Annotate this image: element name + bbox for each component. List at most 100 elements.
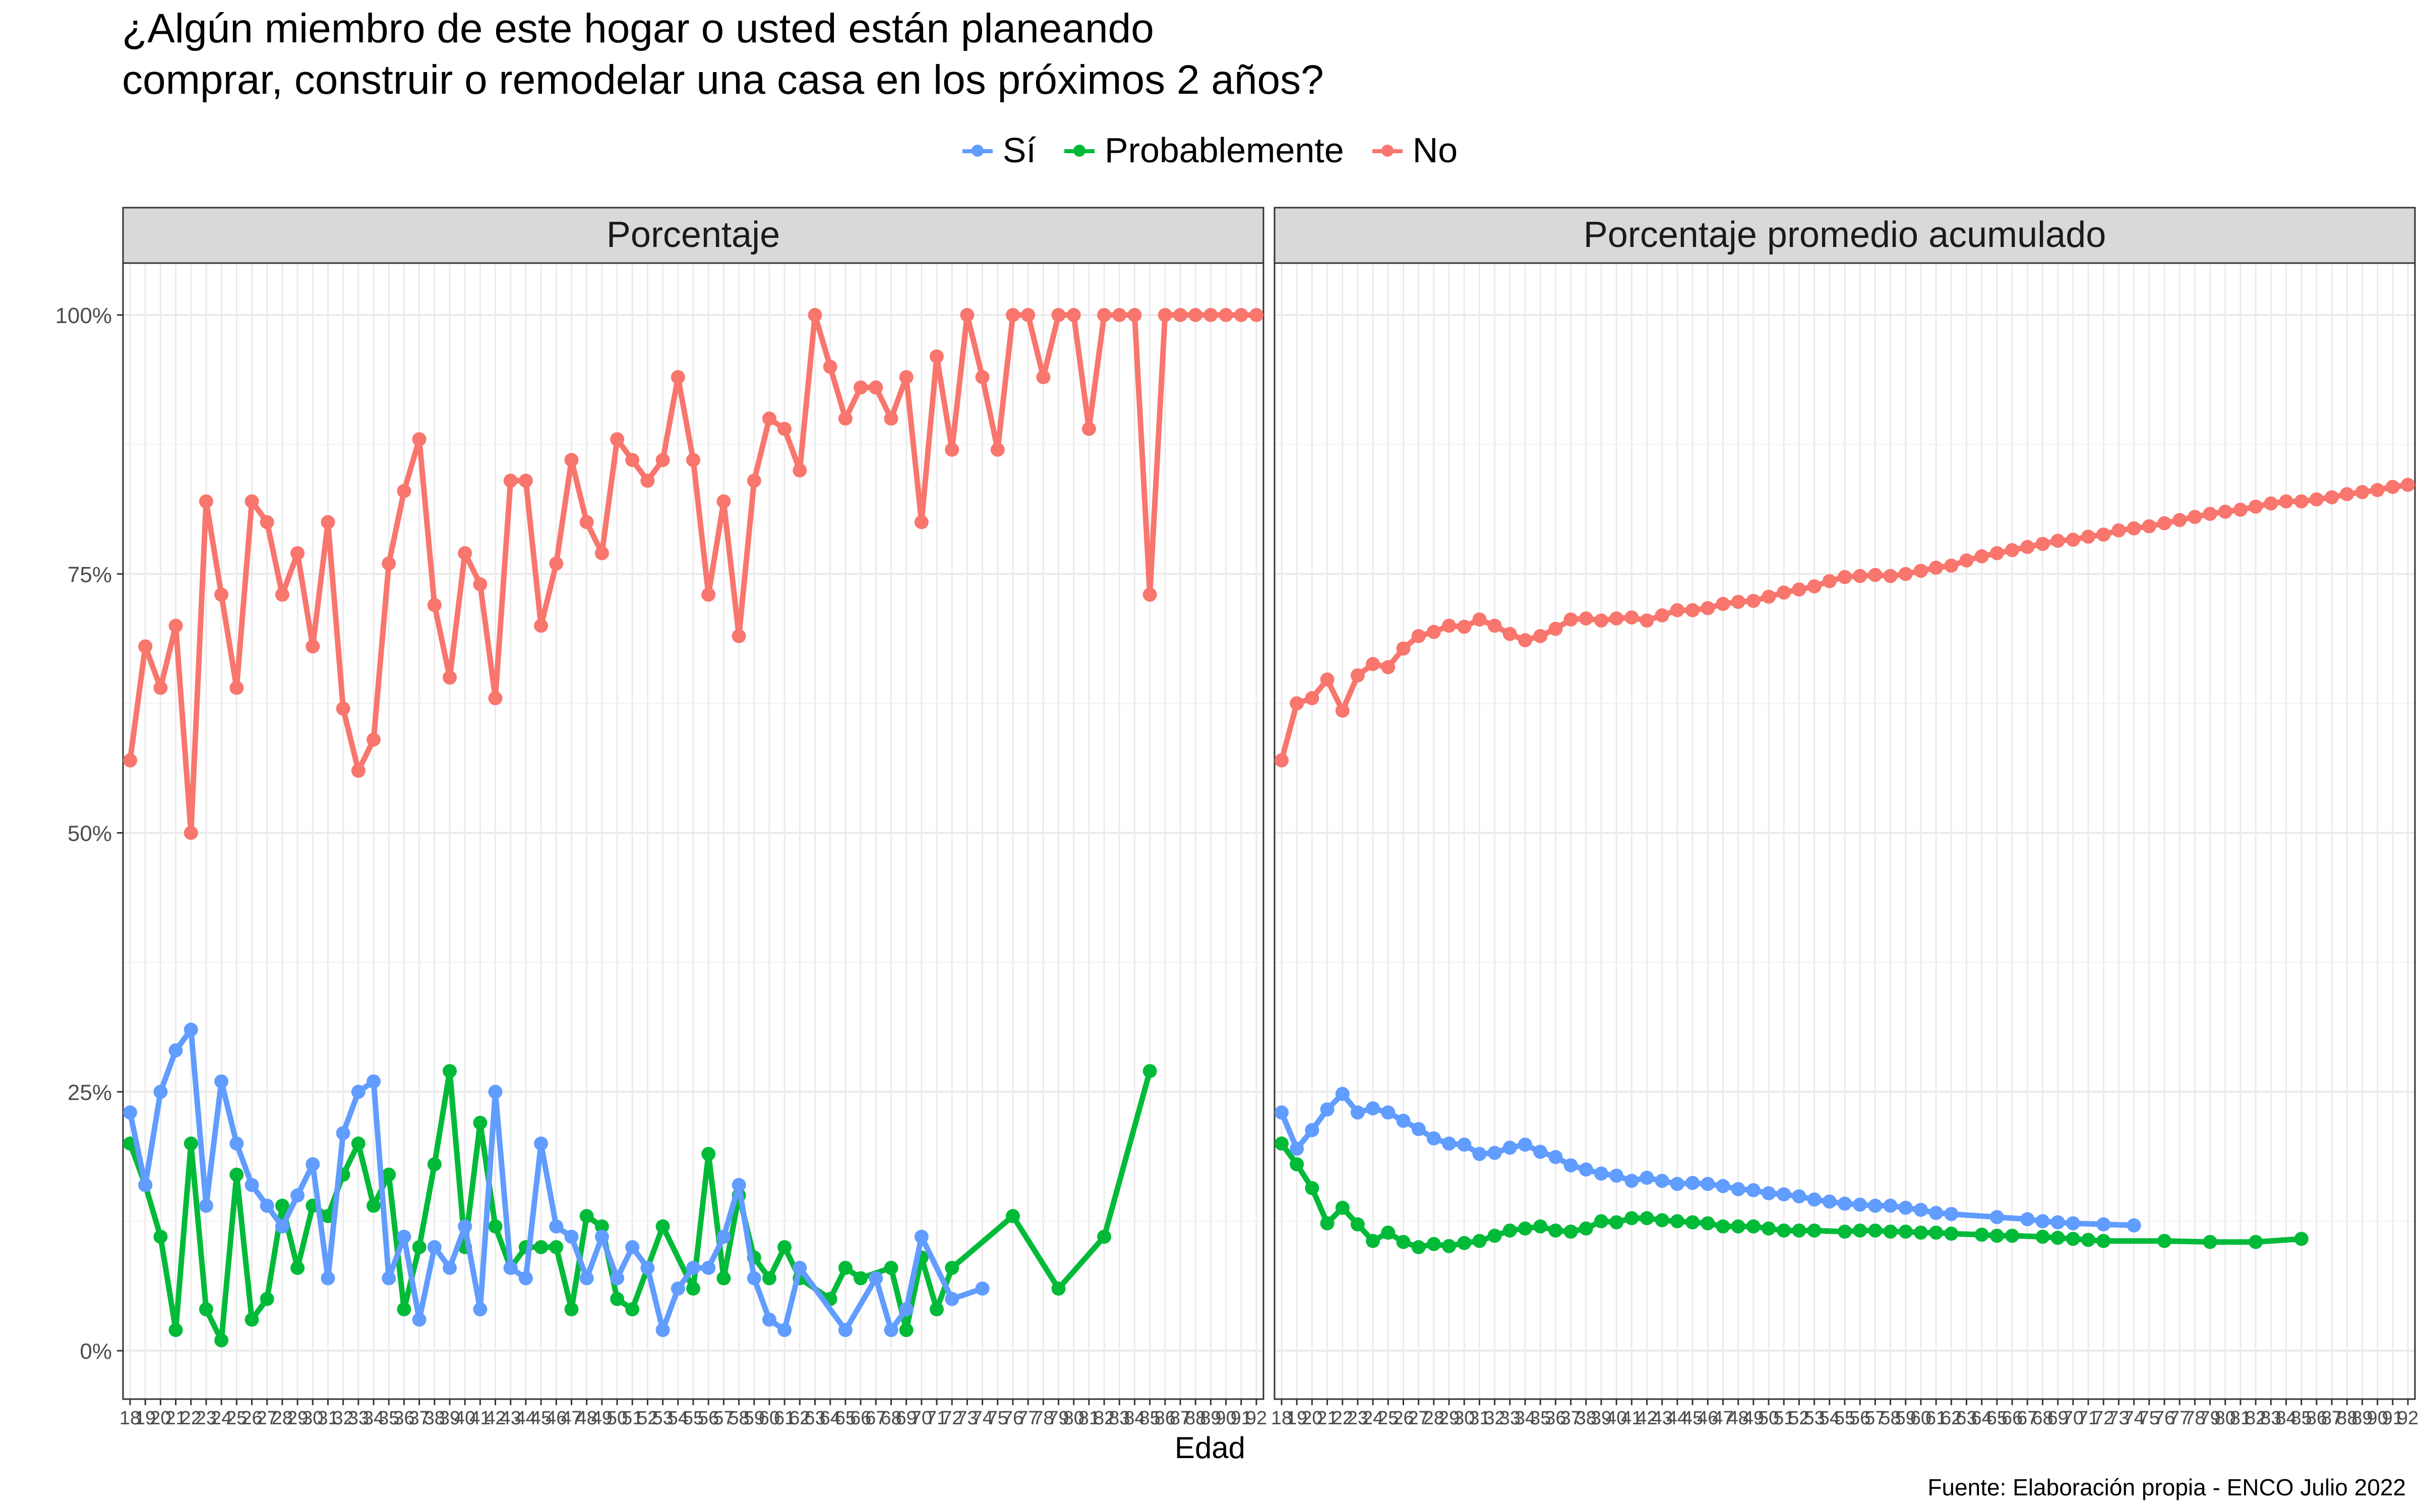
data-point-si (367, 1074, 381, 1089)
data-point-probablemente (549, 1240, 564, 1254)
data-point-no (990, 443, 1005, 457)
data-point-si (1670, 1177, 1684, 1191)
data-point-no (549, 556, 564, 571)
data-point-no (1685, 603, 1700, 617)
facet-title: Porcentaje (607, 215, 780, 255)
x-tick-label: 42 (485, 1408, 506, 1429)
x-tick-label: 84 (1124, 1408, 1145, 1429)
data-point-si (518, 1271, 533, 1286)
data-point-no (1081, 422, 1096, 436)
data-point-probablemente (686, 1281, 700, 1296)
x-tick-label: 65 (1986, 1408, 2008, 1429)
x-tick-label: 47 (561, 1408, 582, 1429)
data-point-no (245, 494, 259, 509)
data-point-no (2127, 521, 2141, 536)
x-tick-label: 32 (1484, 1408, 1505, 1429)
x-tick-label: 26 (241, 1408, 262, 1429)
x-tick-label: 50 (1758, 1408, 1779, 1429)
data-point-si (777, 1322, 792, 1337)
data-point-no (2020, 540, 2035, 554)
data-point-si (1989, 1210, 2004, 1224)
data-point-no (1502, 626, 1517, 641)
data-point-no (671, 370, 685, 385)
data-point-no (732, 629, 746, 644)
data-point-si (1548, 1150, 1563, 1164)
data-point-si (1381, 1105, 1396, 1120)
x-tick-label: 20 (150, 1408, 171, 1429)
data-point-si (458, 1219, 472, 1234)
data-point-probablemente (930, 1302, 944, 1316)
y-tick-label: 75% (68, 562, 112, 587)
x-tick-label: 88 (1185, 1408, 1206, 1429)
data-point-si (1762, 1186, 1776, 1201)
data-point-si (610, 1271, 625, 1286)
data-point-no (1959, 553, 1974, 568)
data-point-no (762, 411, 776, 426)
x-tick-label: 79 (2199, 1408, 2220, 1429)
data-point-no (2340, 487, 2354, 501)
data-point-probablemente (1792, 1223, 1806, 1238)
data-point-probablemente (184, 1137, 198, 1151)
data-point-probablemente (2066, 1232, 2080, 1246)
data-point-probablemente (1594, 1214, 1608, 1229)
data-point-si (1563, 1158, 1578, 1173)
data-point-no (1640, 613, 1654, 628)
data-point-no (914, 515, 929, 529)
x-tick-label: 27 (1408, 1408, 1429, 1429)
data-point-no (1006, 308, 1020, 322)
x-tick-label: 85 (2291, 1408, 2312, 1429)
data-point-si (427, 1240, 442, 1254)
data-point-no (443, 670, 457, 685)
data-point-probablemente (854, 1271, 868, 1286)
x-tick-label: 39 (439, 1408, 460, 1429)
data-point-probablemente (777, 1240, 792, 1254)
legend-label-si: Sí (1002, 131, 1036, 170)
data-point-si (793, 1261, 807, 1275)
x-tick-label: 49 (591, 1408, 613, 1429)
data-point-no (1579, 611, 1593, 626)
x-tick-label: 79 (1048, 1408, 1069, 1429)
data-point-si (1472, 1147, 1487, 1161)
data-point-probablemente (2294, 1232, 2309, 1246)
data-point-no (1594, 613, 1608, 628)
data-point-no (610, 432, 625, 447)
x-tick-label: 58 (728, 1408, 749, 1429)
facet-strip (122, 207, 1264, 264)
x-tick-label: 76 (2154, 1408, 2175, 1429)
data-point-no (123, 753, 137, 768)
data-point-si (290, 1188, 305, 1203)
series-line-si (1279, 1091, 2137, 1228)
x-tick-label: 26 (1393, 1408, 1414, 1429)
data-point-si (2050, 1215, 2065, 1230)
data-point-si (1594, 1166, 1608, 1181)
data-point-no (838, 411, 853, 426)
x-tick-label: 24 (1362, 1408, 1383, 1429)
data-point-no (1655, 608, 1669, 622)
data-point-no (854, 380, 868, 395)
x-tick-label: 62 (1941, 1408, 1962, 1429)
x-tick-label: 88 (2336, 1408, 2357, 1429)
facet-strip (1274, 207, 2416, 264)
data-point-no (625, 453, 640, 467)
data-point-si (1396, 1113, 1411, 1128)
data-point-si (625, 1240, 640, 1254)
data-point-no (1807, 579, 1822, 594)
data-point-no (412, 432, 427, 447)
data-point-si (945, 1292, 959, 1306)
data-point-si (1868, 1199, 1883, 1213)
legend-label-probablemente: Probablemente (1104, 131, 1344, 170)
data-point-si (869, 1271, 883, 1286)
data-point-no (2264, 496, 2278, 511)
data-point-si (123, 1105, 137, 1120)
x-tick-label: 91 (1231, 1408, 1252, 1429)
data-point-si (1487, 1146, 1502, 1160)
data-point-probablemente (762, 1271, 776, 1286)
data-point-si (1275, 1105, 1289, 1120)
panel-2: Porcentaje promedio acumulado18192021222… (1271, 207, 2418, 1429)
data-point-si (336, 1126, 350, 1141)
x-tick-label: 55 (683, 1408, 704, 1429)
data-point-si (1746, 1183, 1761, 1198)
data-point-no (808, 308, 822, 322)
data-point-no (1624, 610, 1639, 625)
data-point-no (382, 556, 396, 571)
